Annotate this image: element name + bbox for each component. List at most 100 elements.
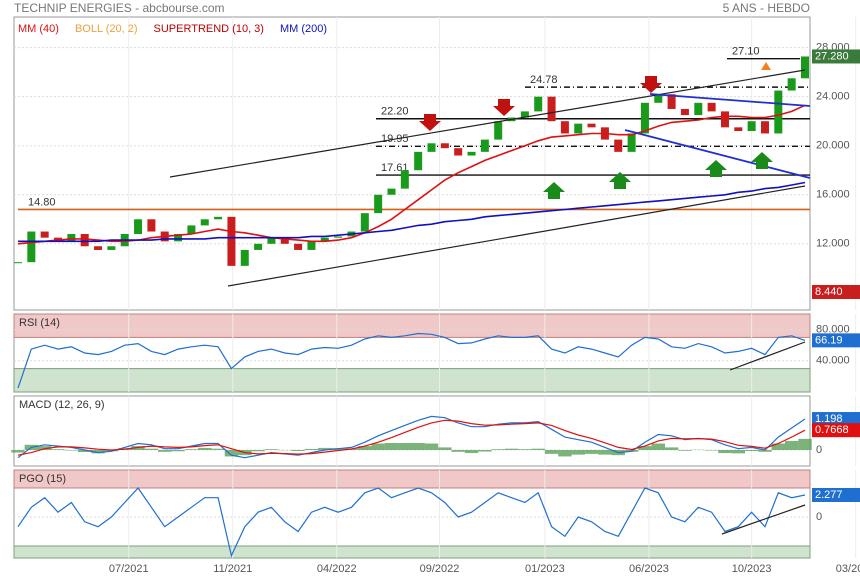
- histogram-bar: [544, 449, 559, 454]
- candle: [547, 96, 556, 122]
- buy-arrow: [543, 182, 565, 199]
- candle: [280, 237, 289, 244]
- legend-entry: SUPERTREND (10, 3): [154, 23, 264, 35]
- level-label: 24.78: [530, 74, 558, 86]
- histogram-bar: [64, 449, 79, 451]
- candle: [80, 233, 89, 247]
- candle: [520, 111, 529, 118]
- value-box: [812, 423, 860, 438]
- value-box: [812, 487, 860, 502]
- level-label: 14.80: [28, 196, 56, 208]
- y-tick-label: 16.000: [816, 189, 850, 201]
- candle: [267, 237, 276, 244]
- candle: [440, 143, 449, 149]
- histogram-bar: [51, 449, 65, 450]
- legend-entry: MM (40): [18, 23, 59, 35]
- histogram-bar: [304, 448, 319, 450]
- level-label: 27.10: [732, 46, 760, 58]
- series-line: [18, 181, 806, 243]
- candle: [107, 246, 116, 250]
- histogram-bar: [718, 449, 732, 454]
- value-label: 27.280: [815, 50, 849, 62]
- histogram-bar: [464, 449, 479, 454]
- trend-line: [624, 129, 811, 179]
- value-label: 8.440: [815, 286, 843, 298]
- histogram-bar: [224, 449, 239, 457]
- histogram-bar: [704, 449, 719, 451]
- trend-line: [721, 504, 806, 535]
- histogram-bar: [478, 449, 492, 452]
- value-box: [812, 333, 860, 348]
- candle: [480, 139, 489, 152]
- histogram-bar: [451, 449, 465, 452]
- histogram-bar: [264, 449, 279, 450]
- series-line: [17, 415, 806, 459]
- signal-arrow: [761, 62, 771, 70]
- histogram-bar: [131, 446, 145, 450]
- trend-line: [729, 341, 806, 371]
- value-box: [812, 49, 860, 64]
- histogram-bar: [158, 449, 172, 452]
- candle: [174, 233, 183, 242]
- x-tick-label: 10/2023: [732, 563, 772, 575]
- x-tick-label: 07/2021: [109, 563, 149, 575]
- candle: [94, 246, 103, 250]
- histogram-bar: [491, 449, 505, 450]
- histogram-bar: [211, 448, 225, 450]
- value-label: 0.7668: [815, 424, 849, 436]
- histogram-bar: [91, 449, 105, 454]
- panel-title: MACD (12, 26, 9): [19, 399, 105, 411]
- histogram-bar: [198, 447, 212, 450]
- zone-low: [13, 545, 811, 559]
- buy-arrow: [609, 172, 631, 189]
- candle: [494, 121, 503, 140]
- candle: [414, 151, 423, 171]
- histogram-bar: [291, 449, 305, 452]
- histogram-bar: [171, 449, 185, 452]
- candle: [560, 121, 569, 134]
- histogram-bar: [531, 448, 545, 450]
- candle: [427, 143, 436, 152]
- histogram-bar: [598, 449, 612, 455]
- histogram-bar: [784, 440, 799, 450]
- candle: [467, 151, 476, 156]
- buy-arrow: [751, 152, 773, 169]
- candle: [694, 102, 703, 116]
- trend-line: [649, 93, 811, 107]
- candle: [760, 121, 769, 134]
- candle: [374, 194, 383, 214]
- histogram-bar: [744, 449, 759, 452]
- x-tick-label: 04/2022: [317, 563, 357, 575]
- candle: [214, 216, 223, 220]
- candle: [574, 123, 583, 134]
- level-label: 22.20: [381, 106, 409, 118]
- x-tick-label: 11/2021: [213, 563, 252, 575]
- buy-arrow: [705, 160, 727, 177]
- candle: [787, 78, 796, 91]
- x-tick-label: 01/2023: [525, 563, 565, 575]
- histogram-bar: [638, 446, 652, 450]
- histogram-bar: [798, 438, 812, 450]
- histogram-bar: [424, 443, 439, 450]
- series-line: [17, 104, 806, 245]
- trend-line: [227, 185, 806, 287]
- decorations: [169, 62, 811, 535]
- histogram-bar: [731, 449, 746, 454]
- histogram-bar: [398, 443, 412, 450]
- histogram-bar: [184, 449, 199, 450]
- candle: [147, 219, 156, 232]
- histogram-bar: [144, 448, 159, 450]
- y-tick-label: 80.000: [816, 324, 850, 336]
- y-tick-label: 24.000: [816, 91, 850, 103]
- candle: [720, 111, 729, 128]
- candle: [227, 216, 236, 266]
- histogram-bar: [77, 449, 92, 453]
- candle: [294, 243, 303, 250]
- histogram-bar: [438, 447, 452, 450]
- candle: [254, 243, 263, 250]
- candle: [134, 219, 143, 234]
- histogram-bar: [504, 448, 519, 450]
- histogram-bar: [664, 447, 679, 450]
- candle: [200, 219, 209, 226]
